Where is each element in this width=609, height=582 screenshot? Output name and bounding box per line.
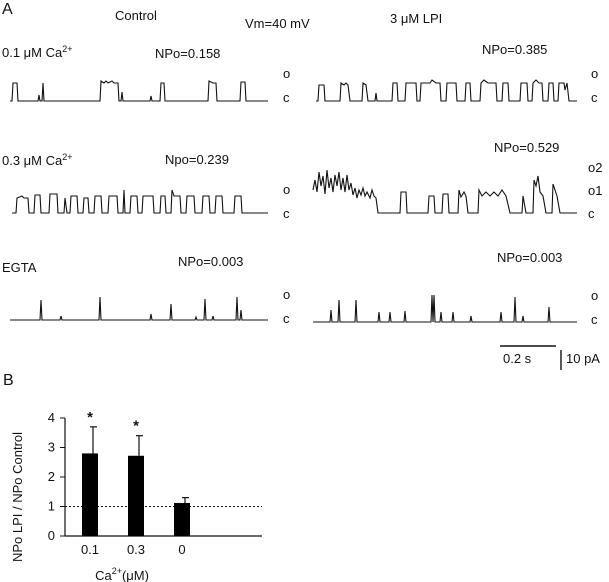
significance-marker: * (87, 409, 93, 426)
level-label: c (588, 206, 595, 221)
level-label: o (283, 66, 291, 81)
current-traces (10, 79, 577, 370)
y-axis-label: NPo LPI / NPo Control (10, 432, 25, 562)
npo-lpi-row-3: NPo=0.003 (497, 250, 563, 265)
level-label: c (591, 312, 598, 327)
x-axis-label: Ca2+(μM) (95, 566, 149, 582)
significance-marker: * (133, 418, 139, 435)
condition-label-row-2: 0.3 μM Ca2+ (2, 152, 73, 168)
y-tick-label: 2 (48, 469, 55, 484)
level-label: o1 (588, 183, 603, 198)
level-label: c (283, 206, 290, 221)
npo-lpi-row-2: NPo=0.529 (494, 140, 560, 155)
trace-control-row-1 (10, 80, 268, 102)
trace-lpi-row-3 (313, 294, 577, 323)
y-tick-label: 3 (48, 440, 55, 455)
vm-label: Vm=40 mV (245, 16, 310, 31)
level-label: c (283, 90, 290, 105)
condition-label-row-1: 0.1 μM Ca2+ (2, 44, 73, 60)
trace-lpi-row-1 (316, 79, 577, 102)
level-label: o (283, 182, 291, 197)
trace-lpi-row-2 (312, 169, 577, 214)
panel-a-label: A (2, 1, 13, 18)
npo-lpi-row-1: NPo=0.385 (482, 42, 548, 57)
npo-control-row-3: NPo=0.003 (178, 254, 244, 269)
x-tick-label: 0 (178, 542, 185, 557)
level-label: o2 (588, 160, 603, 175)
level-label: c (591, 90, 598, 105)
control-label: Control (115, 8, 157, 23)
y-tick-label: 0 (48, 528, 55, 543)
bar (174, 502, 190, 536)
npo-control-row-1: NPo=0.158 (155, 46, 221, 61)
panel-b-label: B (3, 372, 14, 389)
bar-chart-b: B 0 1 2 3 4 * 0.1 * 0.3 0 Ca2+(μM) NPo LPI / NPo Con… (3, 372, 262, 582)
level-label: c (283, 311, 290, 326)
x-tick-label: 0.1 (81, 542, 99, 557)
scale-time-label: 0.2 s (503, 351, 532, 366)
bar (128, 455, 144, 536)
bar (82, 453, 98, 536)
lpi-label: 3 μM LPI (390, 11, 443, 26)
trace-control-row-2 (12, 189, 268, 214)
y-tick-label: 1 (48, 499, 55, 514)
x-tick-label: 0.3 (127, 542, 145, 557)
y-tick-label: 4 (48, 410, 55, 425)
level-label: o (283, 287, 291, 302)
trace-control-row-3 (10, 296, 268, 321)
scale-current-label: 10 pA (566, 351, 600, 366)
level-label: o (591, 288, 599, 303)
npo-control-row-2: Npo=0.239 (165, 152, 229, 167)
level-label: o (591, 66, 599, 81)
condition-label-row-3: EGTA (2, 260, 37, 275)
